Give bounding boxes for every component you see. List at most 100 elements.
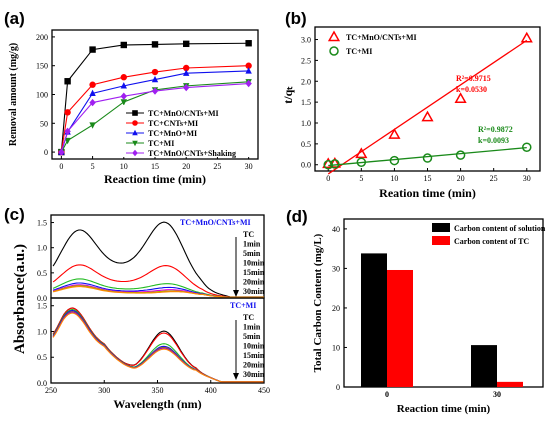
panel-a-point: [245, 67, 252, 74]
panel-a-point: [183, 69, 190, 76]
panel-d-ytick-label: 30: [332, 264, 340, 273]
panel-b-ytick-label: 0.0: [301, 161, 311, 170]
panel-a-point: [89, 98, 96, 107]
panel-c-ylabel: Absorbance(a.u.): [12, 244, 28, 354]
panel-b-annotation-r2: R²=0.9872: [478, 125, 513, 134]
panel-c-curve-label: 15min: [243, 351, 265, 360]
panel-d-ytick-label: 0: [336, 383, 340, 392]
panel-b-xtick-label: 20: [457, 174, 465, 183]
panel-a-point: [64, 127, 71, 136]
panel-c-ytick-label: 1.0: [37, 327, 47, 336]
panel-b-xtick-label: 30: [523, 174, 531, 183]
panel-b-xtick-label: 5: [359, 174, 363, 183]
panel-d-legend-swatch: [432, 236, 450, 245]
panel-b-legend-label: TC+MnO/CNTs+MI: [346, 33, 417, 42]
panel-b-point: [330, 159, 340, 169]
panel-c-xtick-label: 400: [205, 386, 217, 395]
panel-d-xtick-label: 0: [385, 390, 389, 399]
panel-a-ylabel: Removal amount (mg/g): [8, 43, 19, 146]
panel-a-xlabel: Reaction time (min): [104, 172, 206, 186]
panel-c-curve-label: 1min: [243, 240, 261, 249]
panel-a-legend-label: TC+MnO/CNTs+Shaking: [148, 149, 236, 158]
panel-c-subplot-title: TC+MI: [230, 301, 256, 310]
panel-d-legend-swatch: [432, 223, 450, 232]
panel-c-arrow-head: [233, 373, 239, 380]
panel-b-ytick-label: 1.5: [301, 98, 311, 107]
panel-a-point: [89, 122, 96, 129]
panel-a: (a) 0 5 10 15 20 25 30 0 50 100 150 200 Reaction time…: [4, 9, 259, 186]
panel-b: (b) 0 5 10 15 20 25 30 0.0 0.5 1.0 1.5 2.0 2.5 3.0 Reat…: [281, 9, 541, 200]
panel-b-point: [455, 150, 466, 160]
panel-a-xtick-label: 10: [120, 162, 128, 171]
panel-b-label: (b): [285, 9, 307, 28]
panel-a-xtick-label: 5: [91, 162, 95, 171]
panel-c-curve-label: 30min: [243, 370, 265, 379]
panel-b-xlabel: Reation time (min): [379, 186, 476, 200]
panel-b-fit-line: [327, 39, 528, 175]
panel-a-xtick-label: 15: [151, 162, 159, 171]
panel-a-xtick-label: 30: [245, 162, 253, 171]
panel-c-curve-label: 20min: [243, 278, 265, 287]
panel-d-xlabel: Reaction time (min): [397, 403, 491, 415]
panel-a-point: [245, 40, 252, 47]
panel-a-point: [245, 62, 252, 69]
panel-b-xtick-label: 15: [424, 174, 432, 183]
panel-a-point: [120, 74, 127, 81]
panel-a-legend-label: TC+MnO+MI: [148, 129, 197, 138]
panel-d-bar: [497, 381, 523, 387]
panel-a-legend-label: TC+MnO/CNTs+MI: [148, 109, 219, 118]
panel-a-point: [183, 83, 190, 92]
panel-c-ytick-label: 0.0: [37, 379, 47, 388]
panel-c-label: (c): [4, 205, 25, 224]
panel-a-point: [151, 87, 159, 95]
panel-c-ytick-label: 1.5: [37, 219, 47, 228]
panel-a-point: [89, 46, 96, 53]
panel-a-point: [183, 40, 190, 48]
panel-b-ytick-label: 2.0: [301, 77, 311, 86]
panel-a-legend-label: TC+CNTs+MI: [148, 119, 198, 128]
panel-b-point: [522, 142, 532, 152]
panel-b-xtick-label: 0: [326, 174, 330, 183]
panel-b-annotation-k: k=0.0093: [478, 136, 509, 145]
panel-b-point: [454, 92, 467, 104]
panel-b-ytick-label: 3.0: [301, 36, 311, 45]
panel-c-ytick-label: 1.5: [37, 302, 47, 311]
panel-a-legend-bg: [122, 105, 255, 157]
panel-d-bar: [471, 345, 497, 387]
panel-b-ytick-label: 1.0: [301, 119, 311, 128]
panel-a-ytick-label: 0: [44, 148, 48, 157]
panel-a-point: [245, 79, 252, 88]
panel-b-xtick-label: 10: [390, 174, 398, 183]
panel-a-point: [120, 99, 127, 106]
panel-a-legend-marker: [132, 140, 138, 147]
panel-c-curve-label: 1min: [243, 323, 261, 332]
panel-a-legend-marker: [132, 149, 138, 157]
panel-b-xtick-label: 25: [490, 174, 498, 183]
panel-c-ytick-label: 0.5: [37, 353, 47, 362]
panel-a-point: [89, 81, 96, 88]
panel-c-curve-label: 10min: [243, 342, 265, 351]
panel-c-curve-label: TC: [243, 230, 254, 239]
panel-c-curve-label: 5min: [243, 249, 261, 258]
panel-c-xlabel: Wavelength (nm): [113, 397, 201, 411]
panel-b-fit-line: [328, 146, 527, 167]
panel-a-ytick-label: 50: [40, 119, 48, 128]
panel-d-ylabel: Total Carbon Content (mg/L): [312, 233, 324, 372]
panel-c-subplot-title: TC+MnO/CNTs+MI: [180, 218, 251, 227]
panel-a-ytick-label: 200: [36, 33, 48, 42]
panel-c-ytick-label: 0.0: [37, 294, 47, 303]
panel-d-xtick-label: 30: [493, 390, 501, 399]
panel-b-ytick-label: 0.5: [301, 140, 311, 149]
panel-c-arrow-head: [233, 290, 239, 297]
panel-c-ytick-label: 1.0: [37, 244, 47, 253]
panel-c-spectrum: [52, 286, 264, 298]
panel-c-xtick-label: 250: [45, 386, 57, 395]
panel-a-label: (a): [4, 9, 25, 28]
panel-a-point: [120, 92, 127, 100]
panel-c-curve-label: 5min: [243, 332, 261, 341]
panel-c-xtick-label: 450: [258, 386, 270, 395]
panel-a-point: [64, 78, 71, 85]
panel-b-annotation-r2: R²=0.9715: [456, 74, 491, 83]
panel-d-bar: [387, 269, 413, 387]
